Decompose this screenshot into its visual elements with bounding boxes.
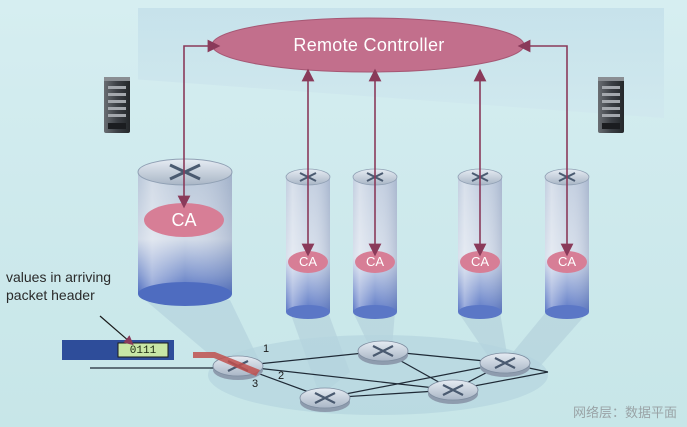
ca-ellipse bbox=[460, 251, 500, 273]
annotation-line-1: values in arriving bbox=[6, 269, 112, 285]
ca-label: CA bbox=[557, 254, 577, 269]
router-icon bbox=[357, 340, 409, 365]
ca-ellipse bbox=[355, 251, 395, 273]
port-label: 1 bbox=[263, 343, 270, 355]
server-rack-icon bbox=[598, 77, 624, 133]
ca-label: CA bbox=[171, 210, 197, 230]
footer-caption: 网络层：数据平面 bbox=[572, 406, 677, 421]
annotation-line-2: packet header bbox=[6, 287, 95, 303]
router-icon bbox=[479, 352, 531, 377]
control-arrows bbox=[177, 39, 574, 257]
ca-ellipse bbox=[144, 203, 224, 237]
network-routers bbox=[212, 340, 531, 412]
ca-label: CA bbox=[298, 254, 318, 269]
remote-controller-label: Remote Controller bbox=[293, 34, 445, 55]
annotation-pointer bbox=[99, 315, 134, 346]
router-icon bbox=[299, 387, 351, 412]
incoming-packet-arrow bbox=[193, 352, 260, 376]
ca-ellipse bbox=[288, 251, 328, 273]
packet-header bbox=[62, 340, 174, 360]
ca-ellipse bbox=[547, 251, 587, 273]
ca-label: CA bbox=[365, 254, 385, 269]
packet-header-value: 0111 bbox=[129, 345, 157, 357]
port-label: 3 bbox=[252, 378, 259, 390]
port-label: 2 bbox=[278, 370, 285, 382]
server-rack-icon bbox=[104, 77, 130, 133]
ca-label: CA bbox=[470, 254, 490, 269]
router-icon bbox=[427, 379, 479, 404]
